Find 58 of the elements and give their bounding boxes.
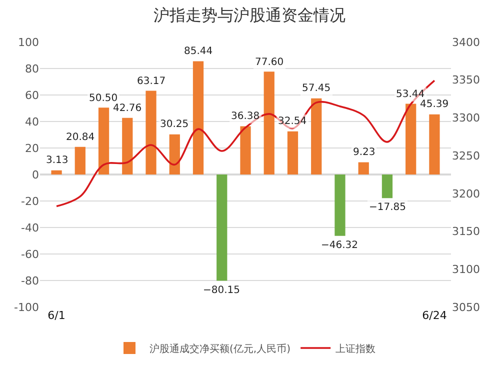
bar (382, 174, 393, 198)
data-label: 20.84 (66, 132, 95, 143)
bar (264, 72, 274, 174)
x-tick-label: 6/1 (48, 309, 66, 322)
data-label: 36.38 (231, 111, 260, 122)
y-tick-label: -100 (14, 300, 39, 314)
y2-tick-label: 3100 (452, 262, 480, 276)
bar (334, 174, 346, 236)
bar (358, 162, 369, 174)
data-label: 42.76 (113, 103, 142, 114)
bar (98, 108, 110, 174)
y2-tick-label: 3300 (452, 112, 480, 125)
bar (192, 61, 204, 174)
y-tick-label: -20 (21, 194, 39, 208)
data-label: 63.17 (137, 76, 166, 87)
legend-label: 沪股通成交净买额(亿元,人民币) (150, 342, 291, 355)
y-tick-label: -60 (21, 248, 39, 261)
data-label: 9.23 (353, 147, 376, 158)
data-label: 77.60 (255, 57, 284, 68)
y-tick-label: 100 (18, 36, 39, 49)
bar (216, 174, 228, 281)
data-label: 57.45 (302, 83, 331, 94)
data-label: −80.15 (203, 285, 240, 296)
y-tick-label: 0 (32, 168, 39, 182)
data-label: 50.50 (89, 93, 118, 104)
y-tick-label: 80 (25, 62, 39, 76)
bar (51, 170, 62, 174)
bar (429, 114, 440, 174)
y2-tick-label: 3050 (452, 300, 480, 314)
y-tick-label: -80 (21, 274, 39, 288)
bar (146, 90, 156, 174)
data-label: 30.25 (160, 119, 189, 130)
y-tick-label: 40 (25, 115, 39, 128)
bar (122, 118, 133, 174)
data-label: −46.32 (321, 240, 358, 251)
y2-tick-label: 3250 (452, 149, 480, 162)
data-label: 32.54 (278, 116, 307, 127)
y2-tick-label: 3150 (452, 225, 480, 238)
y-tick-label: 60 (25, 88, 39, 102)
bar (311, 98, 322, 174)
bar (74, 146, 86, 174)
bar (240, 126, 251, 174)
bar (406, 104, 416, 174)
data-label: 3.13 (46, 155, 68, 166)
y-tick-label: 20 (25, 142, 39, 155)
data-label: −17.85 (369, 202, 406, 213)
bar (287, 131, 298, 174)
y2-tick-label: 3200 (452, 187, 480, 200)
data-label: 45.39 (420, 99, 449, 110)
data-label: 85.44 (184, 46, 213, 57)
y2-tick-label: 3350 (452, 74, 480, 87)
legend-label: 上证指数 (336, 342, 376, 355)
bar (169, 134, 180, 174)
y2-tick-label: 3400 (452, 36, 480, 49)
x-tick-label: 6/24 (422, 309, 447, 322)
data-label: 53.44 (396, 89, 425, 100)
chart-title: 沪指走势与沪股通资金情况 (154, 6, 346, 25)
y-tick-label: -40 (21, 221, 39, 234)
